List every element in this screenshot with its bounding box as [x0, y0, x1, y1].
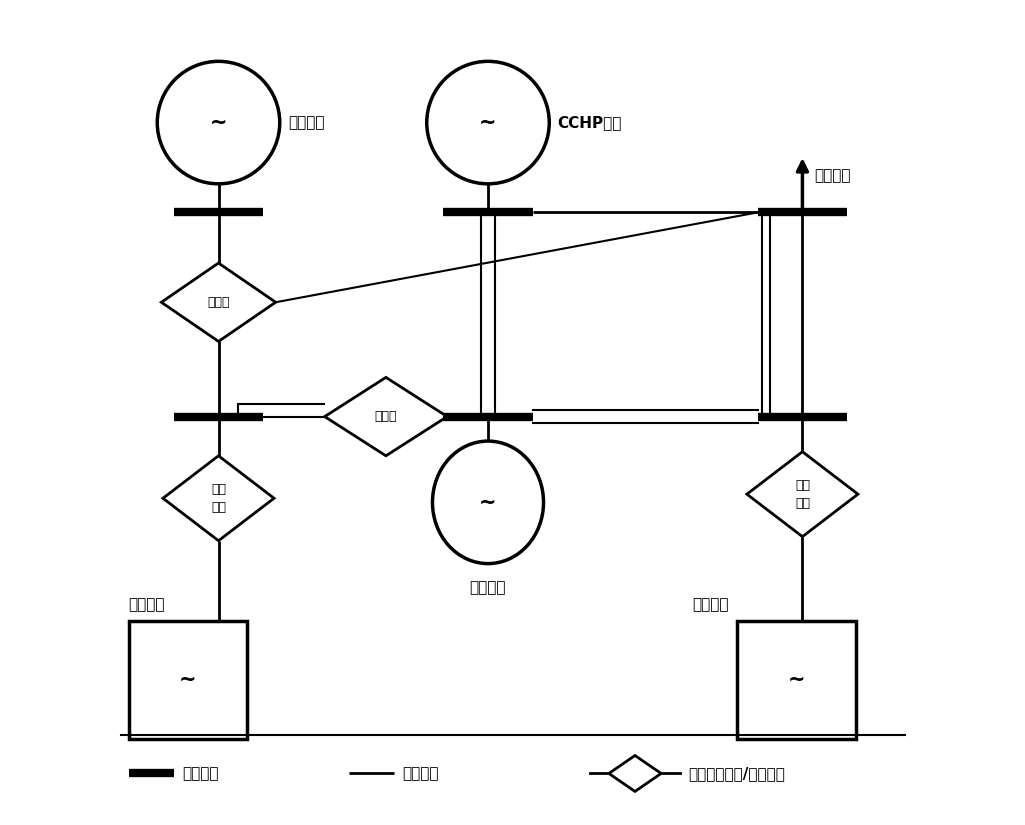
Text: ~: ~ [787, 670, 805, 690]
Text: 电制热: 电制热 [375, 410, 397, 423]
Text: ~: ~ [210, 112, 228, 133]
Text: 光伏电源: 光伏电源 [288, 115, 325, 130]
Text: 开关: 开关 [795, 478, 810, 492]
Text: 控制: 控制 [211, 501, 226, 514]
Text: 控制: 控制 [795, 497, 810, 510]
Bar [737, 620, 856, 739]
Text: 传热管道: 传热管道 [402, 766, 439, 781]
Text: ~: ~ [179, 670, 197, 690]
Text: 用户负荷: 用户负荷 [815, 168, 851, 183]
Text: CCHP机组: CCHP机组 [558, 115, 622, 130]
Bar [129, 620, 247, 739]
Text: ~: ~ [480, 493, 497, 512]
Text: 风力机组: 风力机组 [469, 580, 506, 595]
Text: 储热设备: 储热设备 [129, 597, 165, 613]
Text: 开关: 开关 [211, 483, 226, 496]
Text: 配电线路: 配电线路 [181, 766, 218, 781]
Text: 储电设备: 储电设备 [693, 597, 729, 613]
Text: ~: ~ [480, 112, 497, 133]
Text: 能量转换设备/开关装置: 能量转换设备/开关装置 [688, 766, 785, 781]
Text: 电制热: 电制热 [207, 295, 230, 309]
